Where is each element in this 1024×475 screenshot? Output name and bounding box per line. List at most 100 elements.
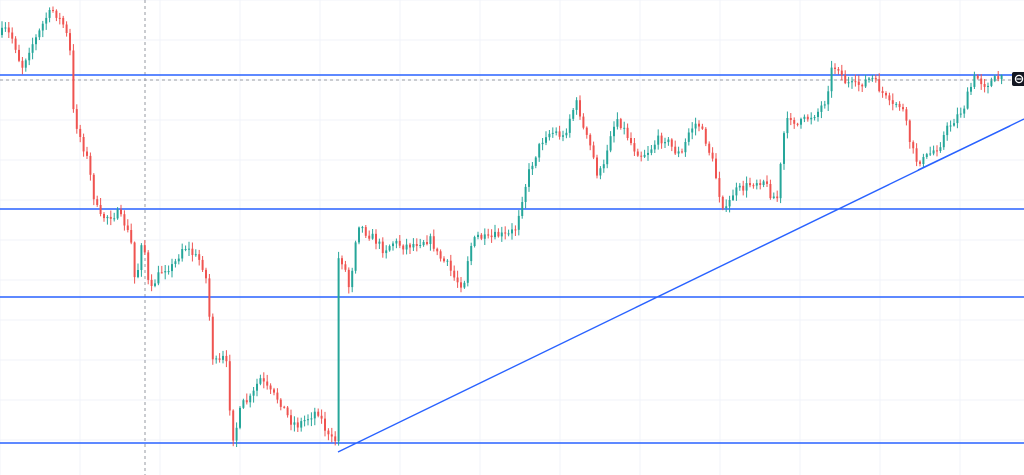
candle-up: [171, 264, 173, 272]
candle-down: [698, 123, 700, 127]
candle-down: [62, 17, 65, 25]
candle-down: [670, 139, 673, 147]
candle-down: [582, 116, 585, 128]
candle-up: [528, 169, 530, 187]
candle-up: [664, 142, 666, 144]
candle-up: [106, 216, 109, 219]
candle-up: [817, 111, 819, 117]
candle-up: [803, 116, 806, 119]
candle-up: [970, 86, 972, 92]
candle-up: [694, 123, 697, 129]
candle-down: [752, 185, 755, 187]
candle-down: [721, 196, 724, 209]
candle-up: [786, 118, 789, 134]
trend-lines[interactable]: [337, 118, 1024, 453]
candle-up: [507, 233, 510, 235]
candle-up: [572, 110, 575, 119]
candle-up: [164, 271, 167, 273]
candle-down: [497, 231, 500, 237]
candle-up: [728, 200, 731, 207]
candle-up: [551, 132, 554, 134]
candle-down: [205, 269, 207, 279]
candle-down: [626, 127, 629, 138]
candle-down: [72, 50, 75, 110]
candle-up: [137, 270, 139, 278]
candle-down: [317, 411, 320, 416]
candle-down: [759, 183, 762, 185]
candle-up: [555, 131, 558, 133]
candle-down: [279, 399, 282, 407]
candle-up: [939, 147, 942, 151]
candle-down: [766, 181, 768, 184]
candle-down: [58, 17, 61, 19]
candle-up: [783, 133, 785, 164]
candle-down: [347, 269, 350, 288]
candle-down: [589, 134, 592, 146]
candle-up: [531, 165, 534, 170]
candle-down: [514, 229, 517, 231]
candle-up: [35, 37, 37, 45]
candle-up: [483, 234, 486, 239]
candle-up: [691, 128, 694, 133]
candle-down: [133, 242, 136, 278]
candle-down: [857, 81, 860, 85]
candle-down: [296, 422, 299, 428]
candle-down: [878, 79, 881, 92]
candle-up: [647, 152, 649, 155]
candle-up: [864, 79, 867, 87]
candle-up: [259, 378, 262, 384]
candle-down: [915, 148, 918, 162]
candle-up: [477, 234, 479, 237]
candle-up: [925, 154, 928, 157]
candle-down: [218, 358, 221, 360]
candle-up: [993, 76, 996, 81]
candle-down: [211, 316, 214, 360]
candle-down: [150, 279, 153, 286]
candle-down: [147, 252, 150, 280]
price-badge[interactable]: [1012, 72, 1024, 86]
candle-down: [456, 277, 459, 283]
candle-down: [874, 77, 877, 80]
candle-down: [402, 245, 405, 250]
candle-down: [443, 258, 445, 262]
candle-up: [847, 82, 850, 84]
candle-down: [439, 251, 442, 259]
candle-up: [755, 183, 758, 186]
candle-up: [922, 157, 925, 164]
candle-up: [392, 243, 394, 247]
candle-down: [898, 103, 901, 108]
horizontal-levels[interactable]: [0, 74, 1024, 444]
candle-down: [52, 10, 54, 11]
candle-up: [575, 100, 578, 110]
candle-up: [949, 125, 952, 127]
candle-up: [987, 85, 989, 87]
candle-up: [684, 142, 687, 153]
candle-down: [126, 225, 129, 230]
candle-up: [307, 419, 309, 421]
candle-up: [38, 30, 41, 38]
candle-down: [701, 126, 704, 129]
candle-up: [242, 400, 245, 408]
candle-up: [565, 132, 568, 136]
candle-up: [249, 395, 252, 403]
trend-line[interactable]: [917, 125, 1011, 171]
candle-up: [371, 233, 374, 239]
trend-line[interactable]: [337, 118, 1024, 453]
candle-down: [619, 119, 622, 128]
candle-down: [681, 151, 683, 153]
candle-up: [643, 154, 646, 157]
candle-down: [908, 120, 911, 142]
candle-down: [480, 234, 483, 239]
candle-down: [273, 389, 275, 393]
candle-up: [184, 249, 187, 250]
candle-up: [623, 127, 626, 129]
candle-down: [232, 410, 235, 441]
reset-icon[interactable]: [1014, 74, 1024, 84]
candle-up: [252, 390, 255, 396]
candle-down: [130, 230, 133, 243]
candle-up: [45, 17, 48, 24]
candles: [1, 6, 1003, 447]
